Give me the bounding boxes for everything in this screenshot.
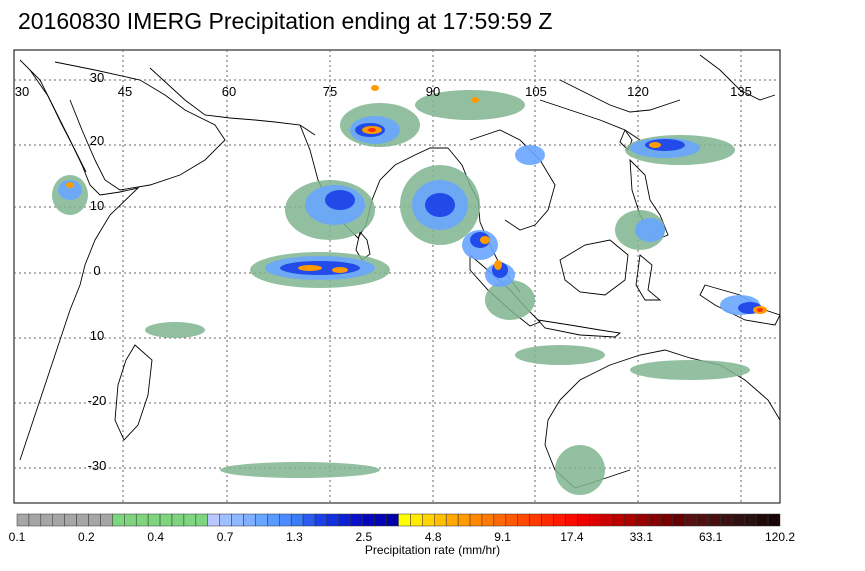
colorbar-cell [314,513,328,527]
lon-label: 135 [730,84,752,99]
lon-label: 30 [15,84,29,99]
colorbar-tick-label: 120.2 [765,530,795,544]
colorbar-cell [124,513,137,527]
colorbar-cell [76,513,89,527]
colorbar [16,513,781,527]
lat-label: -20 [88,393,107,408]
colorbar-cell [112,513,125,527]
coastlines [19,54,781,489]
colorbar-caption: Precipitation rate (mm/hr) [364,543,501,557]
colorbar-cell [338,513,352,527]
colorbar-cell [362,513,375,527]
colorbar-cell [553,513,566,527]
colorbar-cell [767,513,781,527]
colorbar-cell [207,513,220,527]
lat-label: 10 [90,198,104,213]
colorbar-cell [171,513,185,527]
colorbar-cell [16,513,30,527]
colorbar-cell [755,513,769,527]
colorbar-tick-label: 4.8 [425,530,442,544]
colorbar-cell [600,513,614,527]
map-title: 20160830 IMERG Precipitation ending at 1… [18,8,553,34]
lon-label: 90 [426,84,440,99]
colorbar-cell [135,513,149,527]
colorbar-tick-label: 1.3 [286,530,303,544]
colorbar-cell [195,513,208,527]
lon-label: 120 [627,84,649,99]
colorbar-cell [612,513,626,527]
colorbar-cell [219,513,232,527]
colorbar-cell [386,513,399,527]
colorbar-cell [469,513,483,527]
colorbar-cell [720,513,733,527]
colorbar-cell [684,513,697,527]
colorbar-cell [457,513,471,527]
colorbar-cell [267,513,280,527]
colorbar-cell [624,513,638,527]
colorbar-tick-label: 0.7 [217,530,234,544]
colorbar-cell [88,513,101,527]
colorbar-cell [410,513,423,527]
colorbar-cell [648,513,662,527]
colorbar-cell [231,513,244,527]
colorbar-cell [159,513,173,527]
lat-label: 20 [90,133,104,148]
colorbar-cell [290,513,304,527]
colorbar-cell [52,513,65,527]
lon-label: 105 [525,84,547,99]
lat-label: 30 [90,70,104,85]
colorbar-ticks: 0.1 0.2 0.4 0.7 1.3 2.5 4.8 9.1 17.4 33.1 63.1 120.… [9,530,796,544]
colorbar-cell [577,513,590,527]
colorbar-cell [279,513,292,527]
colorbar-cell [505,513,518,527]
colorbar-cell [100,513,113,527]
colorbar-cell [672,513,685,527]
colorbar-tick-label: 0.4 [147,530,164,544]
colorbar-cell [529,513,542,527]
colorbar-cell [565,513,578,527]
colorbar-cell [64,513,77,527]
colorbar-cell [398,513,411,527]
colorbar-cell [743,513,757,527]
colorbar-tick-label: 2.5 [355,530,372,544]
colorbar-tick-label: 0.1 [9,530,26,544]
lat-label: -30 [88,458,107,473]
colorbar-cell [708,513,721,527]
precipitation-field [52,85,767,495]
lon-label: 75 [323,84,337,99]
colorbar-tick-label: 0.2 [78,530,95,544]
colorbar-cell [374,513,387,527]
colorbar-cell [40,513,54,527]
colorbar-cell [350,513,363,527]
colorbar-cell [255,513,268,527]
colorbar-cell [732,513,745,527]
colorbar-cell [445,513,459,527]
colorbar-cell [493,513,507,527]
colorbar-cell [147,513,161,527]
lon-label: 60 [222,84,236,99]
lon-label: 45 [118,84,132,99]
colorbar-cell [541,513,554,527]
colorbar-tick-label: 33.1 [630,530,654,544]
colorbar-cell [660,513,673,527]
colorbar-tick-label: 9.1 [494,530,511,544]
colorbar-cell [636,513,650,527]
colorbar-tick-label: 63.1 [699,530,723,544]
colorbar-tick-label: 17.4 [560,530,584,544]
colorbar-cell [589,513,602,527]
colorbar-cell [243,513,256,527]
colorbar-cell [696,513,709,527]
colorbar-cell [183,513,197,527]
colorbar-cell [326,513,340,527]
colorbar-cell [28,513,42,527]
colorbar-cell [481,513,495,527]
lat-label: 10 [90,328,104,343]
colorbar-cell [302,513,316,527]
colorbar-cell [517,513,530,527]
colorbar-cell [422,513,435,527]
lat-label: 0 [93,263,100,278]
colorbar-cell [434,513,447,527]
